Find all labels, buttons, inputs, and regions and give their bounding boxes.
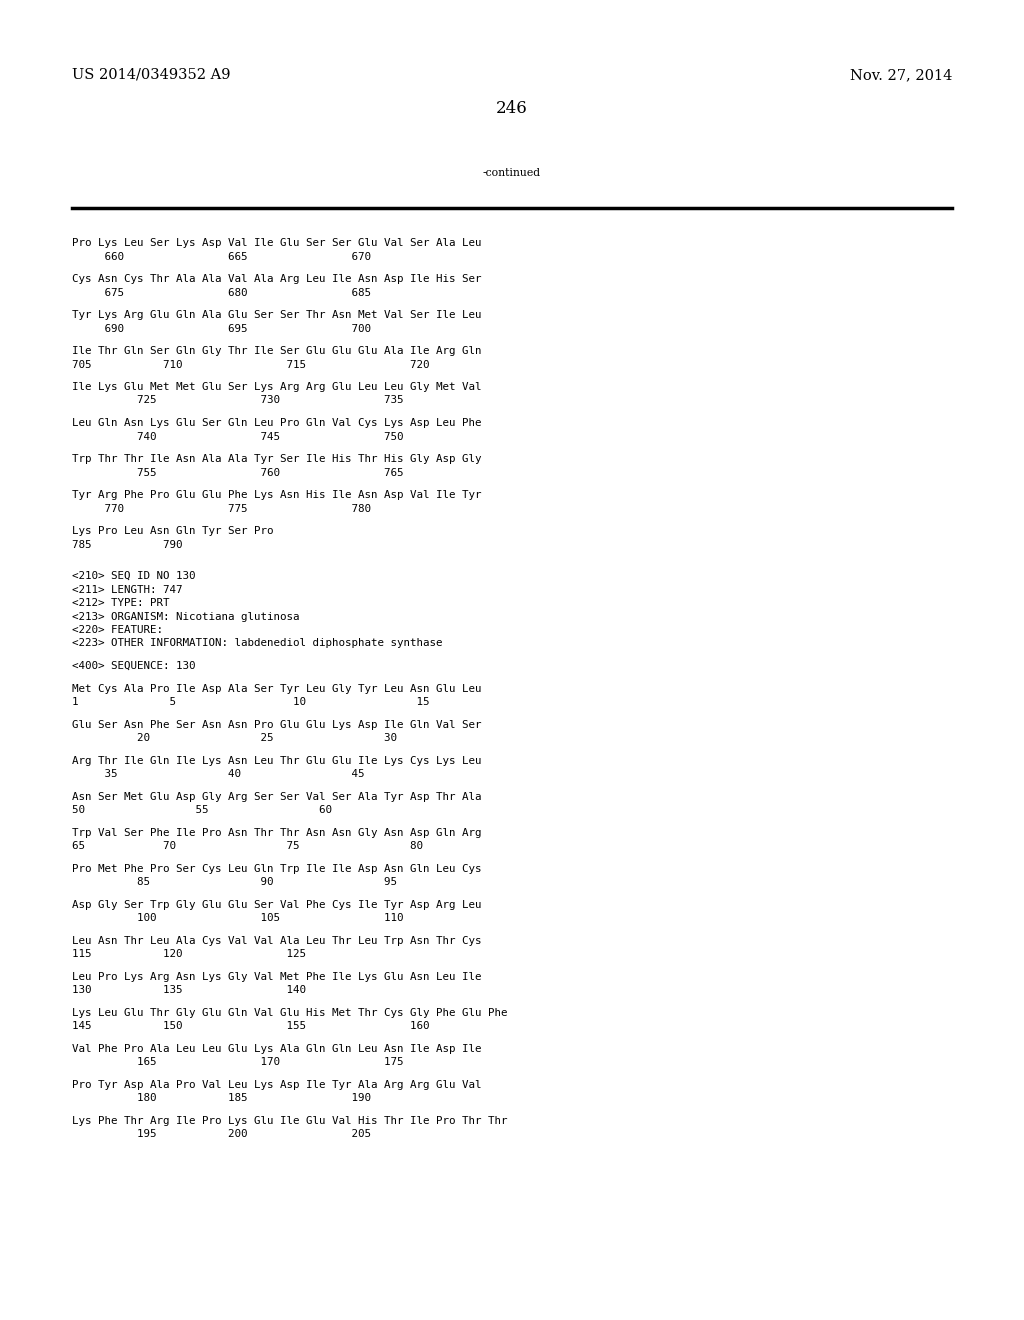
Text: Met Cys Ala Pro Ile Asp Ala Ser Tyr Leu Gly Tyr Leu Asn Glu Leu: Met Cys Ala Pro Ile Asp Ala Ser Tyr Leu … <box>72 684 481 693</box>
Text: 675                680                685: 675 680 685 <box>72 288 371 297</box>
Text: Trp Val Ser Phe Ile Pro Asn Thr Thr Asn Asn Gly Asn Asp Gln Arg: Trp Val Ser Phe Ile Pro Asn Thr Thr Asn … <box>72 828 481 837</box>
Text: 50                 55                 60: 50 55 60 <box>72 805 332 814</box>
Text: Pro Lys Leu Ser Lys Asp Val Ile Glu Ser Ser Glu Val Ser Ala Leu: Pro Lys Leu Ser Lys Asp Val Ile Glu Ser … <box>72 238 481 248</box>
Text: 115           120                125: 115 120 125 <box>72 949 306 960</box>
Text: Leu Pro Lys Arg Asn Lys Gly Val Met Phe Ile Lys Glu Asn Leu Ile: Leu Pro Lys Arg Asn Lys Gly Val Met Phe … <box>72 972 481 982</box>
Text: Leu Asn Thr Leu Ala Cys Val Val Ala Leu Thr Leu Trp Asn Thr Cys: Leu Asn Thr Leu Ala Cys Val Val Ala Leu … <box>72 936 481 945</box>
Text: Tyr Arg Phe Pro Glu Glu Phe Lys Asn His Ile Asn Asp Val Ile Tyr: Tyr Arg Phe Pro Glu Glu Phe Lys Asn His … <box>72 490 481 500</box>
Text: Asp Gly Ser Trp Gly Glu Glu Ser Val Phe Cys Ile Tyr Asp Arg Leu: Asp Gly Ser Trp Gly Glu Glu Ser Val Phe … <box>72 899 481 909</box>
Text: 690                695                700: 690 695 700 <box>72 323 371 334</box>
Text: Pro Tyr Asp Ala Pro Val Leu Lys Asp Ile Tyr Ala Arg Arg Glu Val: Pro Tyr Asp Ala Pro Val Leu Lys Asp Ile … <box>72 1080 481 1089</box>
Text: Ile Lys Glu Met Met Glu Ser Lys Arg Arg Glu Leu Leu Gly Met Val: Ile Lys Glu Met Met Glu Ser Lys Arg Arg … <box>72 381 481 392</box>
Text: 180           185                190: 180 185 190 <box>72 1093 371 1104</box>
Text: 85                 90                 95: 85 90 95 <box>72 876 397 887</box>
Text: 35                 40                 45: 35 40 45 <box>72 770 365 779</box>
Text: <220> FEATURE:: <220> FEATURE: <box>72 624 163 635</box>
Text: Cys Asn Cys Thr Ala Ala Val Ala Arg Leu Ile Asn Asp Ile His Ser: Cys Asn Cys Thr Ala Ala Val Ala Arg Leu … <box>72 275 481 284</box>
Text: -continued: -continued <box>483 168 541 178</box>
Text: 705           710                715                720: 705 710 715 720 <box>72 359 429 370</box>
Text: 246: 246 <box>496 100 528 117</box>
Text: Arg Thr Ile Gln Ile Lys Asn Leu Thr Glu Glu Ile Lys Cys Lys Leu: Arg Thr Ile Gln Ile Lys Asn Leu Thr Glu … <box>72 755 481 766</box>
Text: 100                105                110: 100 105 110 <box>72 913 403 923</box>
Text: Pro Met Phe Pro Ser Cys Leu Gln Trp Ile Ile Asp Asn Gln Leu Cys: Pro Met Phe Pro Ser Cys Leu Gln Trp Ile … <box>72 863 481 874</box>
Text: Lys Pro Leu Asn Gln Tyr Ser Pro: Lys Pro Leu Asn Gln Tyr Ser Pro <box>72 525 273 536</box>
Text: 785           790: 785 790 <box>72 540 182 549</box>
Text: Lys Leu Glu Thr Gly Glu Gln Val Glu His Met Thr Cys Gly Phe Glu Phe: Lys Leu Glu Thr Gly Glu Gln Val Glu His … <box>72 1007 508 1018</box>
Text: Val Phe Pro Ala Leu Leu Glu Lys Ala Gln Gln Leu Asn Ile Asp Ile: Val Phe Pro Ala Leu Leu Glu Lys Ala Gln … <box>72 1044 481 1053</box>
Text: 725                730                735: 725 730 735 <box>72 396 403 405</box>
Text: Ile Thr Gln Ser Gln Gly Thr Ile Ser Glu Glu Glu Ala Ile Arg Gln: Ile Thr Gln Ser Gln Gly Thr Ile Ser Glu … <box>72 346 481 356</box>
Text: 20                 25                 30: 20 25 30 <box>72 733 397 743</box>
Text: 195           200                205: 195 200 205 <box>72 1129 371 1139</box>
Text: Leu Gln Asn Lys Glu Ser Gln Leu Pro Gln Val Cys Lys Asp Leu Phe: Leu Gln Asn Lys Glu Ser Gln Leu Pro Gln … <box>72 418 481 428</box>
Text: US 2014/0349352 A9: US 2014/0349352 A9 <box>72 69 230 82</box>
Text: 740                745                750: 740 745 750 <box>72 432 403 441</box>
Text: <212> TYPE: PRT: <212> TYPE: PRT <box>72 598 170 609</box>
Text: <400> SEQUENCE: 130: <400> SEQUENCE: 130 <box>72 661 196 671</box>
Text: 1              5                  10                 15: 1 5 10 15 <box>72 697 429 708</box>
Text: Asn Ser Met Glu Asp Gly Arg Ser Ser Val Ser Ala Tyr Asp Thr Ala: Asn Ser Met Glu Asp Gly Arg Ser Ser Val … <box>72 792 481 801</box>
Text: <211> LENGTH: 747: <211> LENGTH: 747 <box>72 585 182 594</box>
Text: 770                775                780: 770 775 780 <box>72 503 371 513</box>
Text: <210> SEQ ID NO 130: <210> SEQ ID NO 130 <box>72 572 196 581</box>
Text: 165                170                175: 165 170 175 <box>72 1057 403 1067</box>
Text: Nov. 27, 2014: Nov. 27, 2014 <box>850 69 952 82</box>
Text: Glu Ser Asn Phe Ser Asn Asn Pro Glu Glu Lys Asp Ile Gln Val Ser: Glu Ser Asn Phe Ser Asn Asn Pro Glu Glu … <box>72 719 481 730</box>
Text: 145           150                155                160: 145 150 155 160 <box>72 1020 429 1031</box>
Text: 130           135                140: 130 135 140 <box>72 985 306 995</box>
Text: Trp Thr Thr Ile Asn Ala Ala Tyr Ser Ile His Thr His Gly Asp Gly: Trp Thr Thr Ile Asn Ala Ala Tyr Ser Ile … <box>72 454 481 465</box>
Text: 65            70                 75                 80: 65 70 75 80 <box>72 841 423 851</box>
Text: Tyr Lys Arg Glu Gln Ala Glu Ser Ser Thr Asn Met Val Ser Ile Leu: Tyr Lys Arg Glu Gln Ala Glu Ser Ser Thr … <box>72 310 481 319</box>
Text: 755                760                765: 755 760 765 <box>72 467 403 478</box>
Text: Lys Phe Thr Arg Ile Pro Lys Glu Ile Glu Val His Thr Ile Pro Thr Thr: Lys Phe Thr Arg Ile Pro Lys Glu Ile Glu … <box>72 1115 508 1126</box>
Text: <223> OTHER INFORMATION: labdenediol diphosphate synthase: <223> OTHER INFORMATION: labdenediol dip… <box>72 639 442 648</box>
Text: <213> ORGANISM: Nicotiana glutinosa: <213> ORGANISM: Nicotiana glutinosa <box>72 611 299 622</box>
Text: 660                665                670: 660 665 670 <box>72 252 371 261</box>
